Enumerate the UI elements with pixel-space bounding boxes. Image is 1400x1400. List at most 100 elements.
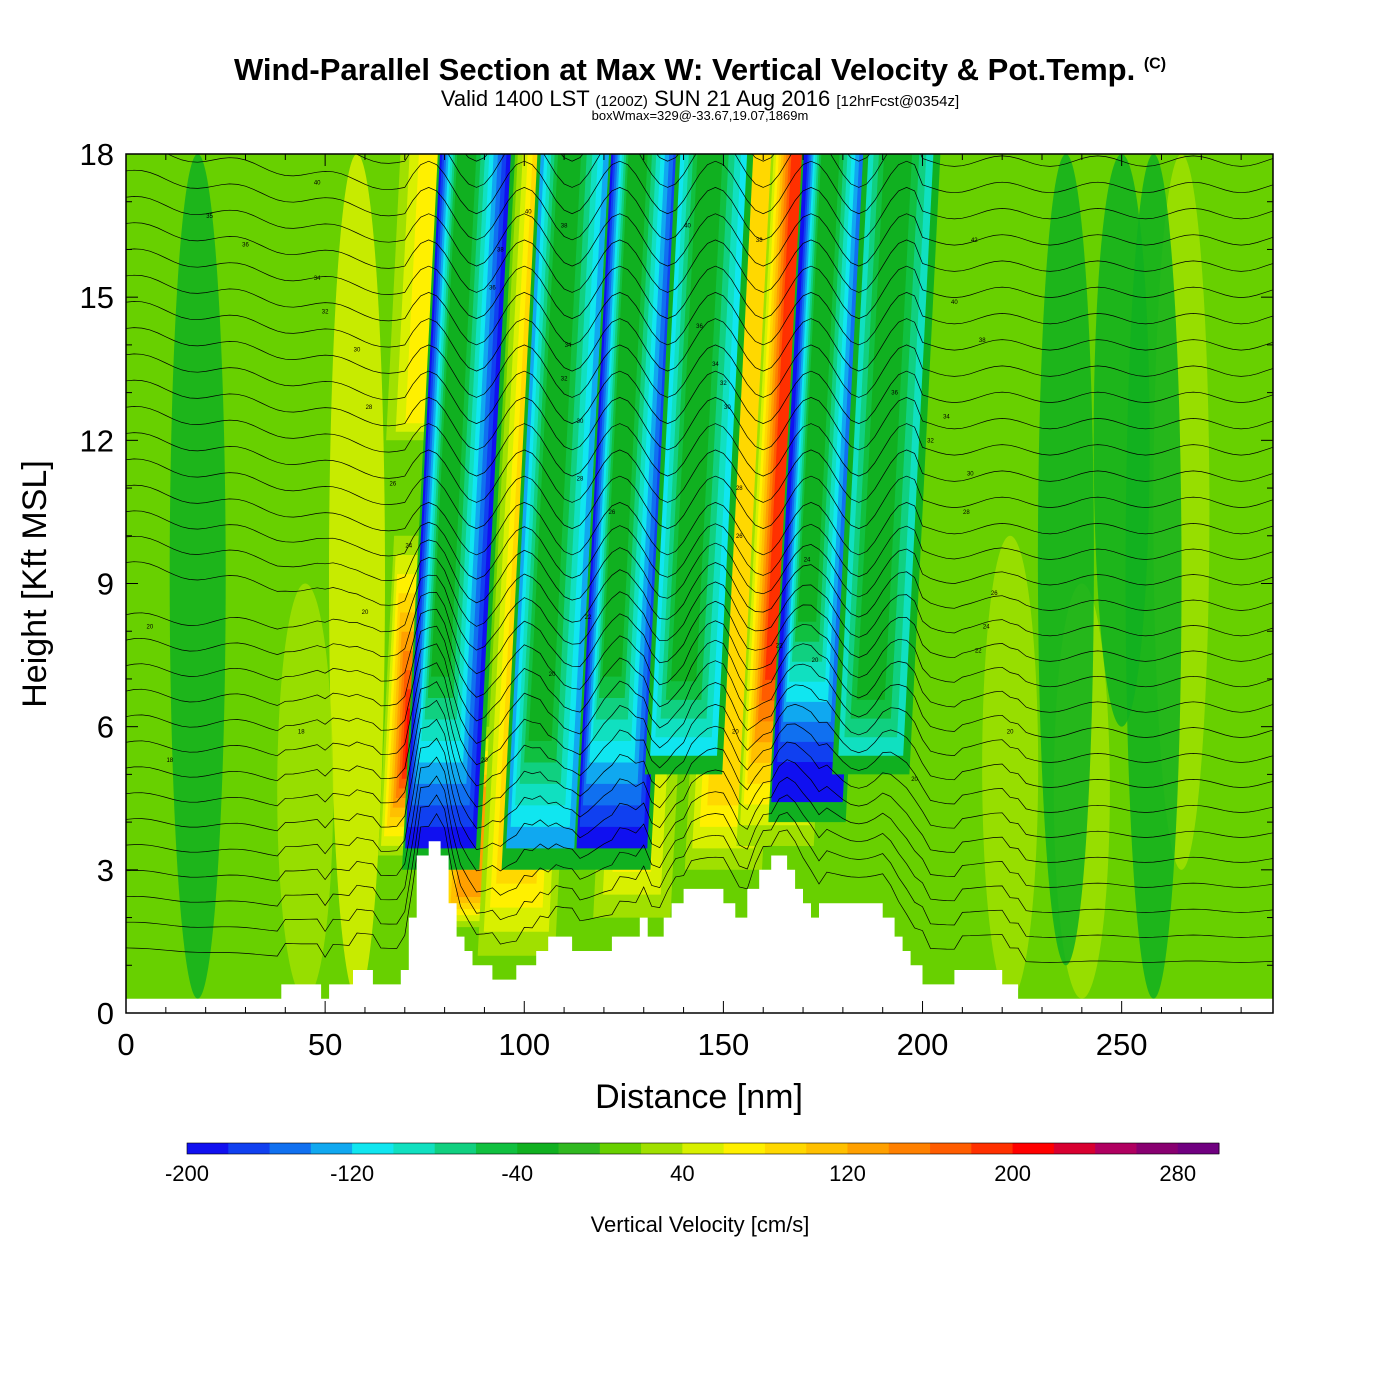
- theta-isoline: [126, 327, 1273, 398]
- colorbar-swatch: [641, 1143, 683, 1154]
- colorbar-swatch: [1136, 1143, 1179, 1154]
- theta-label: 30: [967, 472, 974, 478]
- downdraft-band: [528, 154, 582, 741]
- theta-label: 30: [577, 419, 584, 425]
- theta-label: 20: [549, 672, 556, 678]
- theta-isoline: [126, 557, 1273, 627]
- valid-prefix: Valid 1400 LST: [440, 86, 590, 111]
- theta-label: 36: [242, 243, 249, 249]
- theta-label: 34: [565, 343, 572, 349]
- weak-velocity-patch: [277, 583, 334, 999]
- theta-label: 20: [1007, 729, 1014, 735]
- theta-label: 38: [979, 338, 986, 344]
- title-mark: (C): [1143, 55, 1167, 73]
- theta-label: 30: [724, 405, 731, 411]
- colorbar-swatch: [352, 1143, 394, 1154]
- theta-isoline: [126, 643, 1273, 744]
- colorbar-swatch: [310, 1143, 353, 1154]
- theta-isoline: [126, 699, 1273, 813]
- colorbar-swatch: [517, 1143, 560, 1154]
- downdraft-band: [602, 154, 648, 677]
- theta-isoline: [126, 662, 1273, 766]
- theta-isoline: [126, 301, 1273, 372]
- chart-subtitle: Valid 1400 LST (1200Z) SUN 21 Aug 2016 […: [0, 86, 1400, 112]
- downdraft-band: [856, 154, 913, 700]
- theta-contours: [126, 13, 1273, 963]
- colorbar-swatch: [558, 1143, 601, 1154]
- theta-label: 28: [963, 510, 970, 516]
- weak-velocity-patch: [982, 535, 1039, 999]
- colorbar-swatch: [393, 1143, 436, 1154]
- theta-label: 20: [812, 658, 819, 664]
- velocity-bands: [378, 154, 941, 956]
- colorbar-swatch: [888, 1143, 931, 1154]
- theta-isoline: [126, 13, 1273, 83]
- theta-label: 24: [804, 558, 811, 564]
- theta-isoline: [126, 625, 1273, 722]
- x-axis-label: Distance [nm]: [595, 1078, 803, 1116]
- theta-label: 36: [696, 324, 703, 330]
- theta-label: 38: [497, 247, 504, 253]
- colorbar-swatch: [1177, 1143, 1220, 1154]
- forecast-label: [12hrFcst@0354z]: [836, 93, 960, 110]
- theta-label: 35: [206, 214, 213, 220]
- colorbar-tick-label: -40: [501, 1161, 533, 1186]
- theta-label: 40: [314, 181, 321, 187]
- axis-ticks: [125, 153, 1273, 1014]
- colorbar-tick-label: 120: [829, 1161, 866, 1186]
- theta-label: 30: [354, 348, 361, 354]
- x-tick-label: 0: [117, 1027, 134, 1062]
- theta-isoline: [126, 169, 1273, 241]
- theta-label: 26: [609, 510, 616, 516]
- theta-label: 40: [684, 224, 691, 230]
- theta-label: 24: [405, 543, 412, 549]
- theta-label: 28: [366, 405, 373, 411]
- y-tick-label: 6: [97, 710, 114, 745]
- theta-isoline: [126, 718, 1273, 838]
- colorbar-swatch: [847, 1143, 890, 1154]
- theta-label: 36: [489, 286, 496, 292]
- colorbar-swatch: [1053, 1143, 1096, 1154]
- colorbar-frame: [186, 1142, 1220, 1155]
- y-tick-label: 9: [97, 567, 114, 602]
- x-tick-label: 250: [1096, 1027, 1148, 1062]
- downdraft-band: [671, 154, 723, 682]
- x-tick-label: 200: [897, 1027, 949, 1062]
- theta-isoline: [126, 756, 1273, 888]
- theta-label: 20: [911, 777, 918, 783]
- colorbar-swatch: [682, 1143, 725, 1154]
- terrain: [126, 841, 1273, 1013]
- theta-contour-labels: 40 35 36 34 32 30 28 26 24 20 20 18 18 20 40 38 38 36 34 32…: [147, 181, 1015, 784]
- theta-label: 26: [389, 481, 396, 487]
- theta-label: 40: [525, 209, 532, 215]
- theta-isoline: [126, 196, 1273, 267]
- weak-velocity-patch: [1037, 154, 1094, 966]
- colorbar-tick-label: -120: [330, 1161, 374, 1186]
- theta-label: 22: [585, 615, 592, 621]
- theta-isoline: [126, 432, 1273, 503]
- theta-isoline: [126, 737, 1273, 863]
- theta-isoline: [126, 813, 1273, 963]
- chart-title-text: Wind-Parallel Section at Max W: Vertical…: [233, 52, 1136, 87]
- theta-label: 20: [481, 758, 488, 764]
- theta-label: 20: [732, 729, 739, 735]
- colorbar-swatch: [187, 1143, 229, 1154]
- theta-label: 18: [298, 729, 305, 735]
- colorbar-swatch: [599, 1143, 642, 1154]
- y-tick-label: 18: [80, 137, 114, 172]
- theta-isoline: [126, 510, 1273, 580]
- colorbar-swatch: [971, 1143, 1014, 1154]
- theta-label: 26: [991, 591, 998, 597]
- theta-isoline: [465, 154, 871, 162]
- valid-date: SUN 21 Aug 2016: [654, 86, 831, 111]
- y-tick-label: 0: [97, 996, 114, 1031]
- theta-isoline: [126, 775, 1273, 913]
- theta-label: 28: [577, 477, 584, 483]
- colorbar-tick-label: 40: [670, 1161, 694, 1186]
- theta-label: 28: [736, 486, 743, 492]
- theta-label: 42: [971, 238, 978, 244]
- theta-isoline: [126, 535, 1273, 604]
- theta-label: 20: [362, 610, 369, 616]
- weak-velocity-patch: [328, 154, 385, 999]
